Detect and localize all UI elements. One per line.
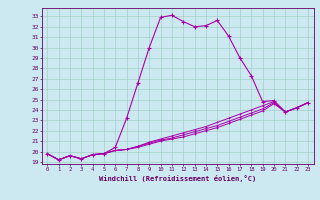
X-axis label: Windchill (Refroidissement éolien,°C): Windchill (Refroidissement éolien,°C) [99,175,256,182]
